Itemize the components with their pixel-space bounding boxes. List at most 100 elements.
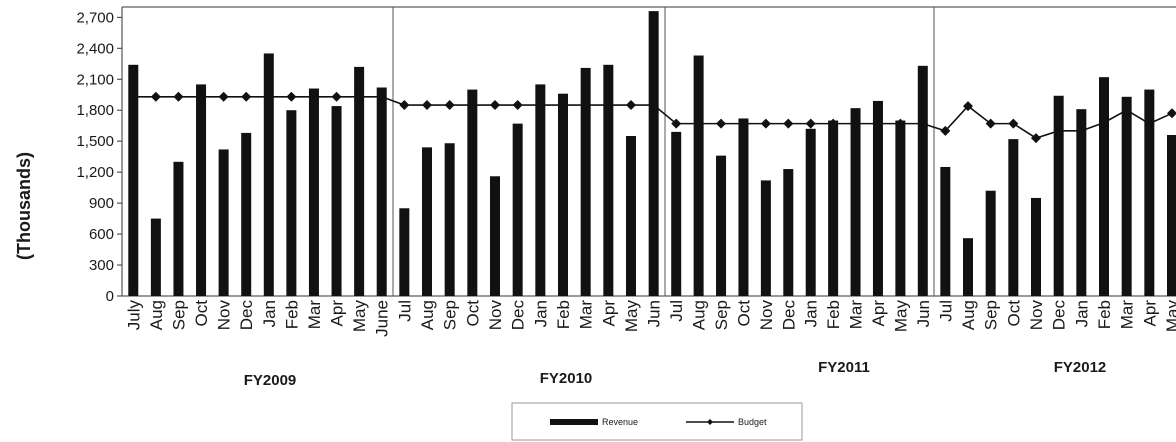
- legend: Revenue Budget: [511, 402, 803, 441]
- revenue-bar: [173, 161, 184, 296]
- y-axis: 0 300 600 900 1,200 1,500 1,800 2,100 2,400 2,700: [76, 9, 122, 305]
- x-tick-label: Jan: [1072, 300, 1091, 327]
- x-tick-label: Feb: [1095, 300, 1114, 329]
- x-tick-label: Nov: [215, 300, 234, 331]
- x-tick-label: Oct: [1004, 300, 1023, 327]
- revenue-bar: [150, 218, 161, 296]
- revenue-bar: [399, 208, 410, 296]
- revenue-bar: [580, 67, 591, 297]
- budget-point: [783, 118, 794, 129]
- budget-point: [1076, 125, 1087, 136]
- revenue-bar: [1099, 77, 1109, 296]
- x-tick-label: Jan: [802, 300, 821, 327]
- revenue-bar: [648, 11, 659, 297]
- budget-point: [1167, 108, 1176, 119]
- revenue-bar: [626, 136, 636, 296]
- revenue-bar: [783, 169, 794, 296]
- revenue-bar: [693, 55, 704, 297]
- budget-point: [760, 118, 771, 129]
- legend-revenue-label: Revenue: [602, 417, 638, 427]
- x-tick-label: Mar: [1118, 300, 1137, 330]
- budget-point: [963, 101, 973, 112]
- x-tick-label: Aug: [690, 300, 709, 330]
- budget-point: [580, 100, 591, 111]
- revenue-bar: [963, 238, 973, 296]
- budget-point: [535, 100, 546, 111]
- revenue-bar: [490, 176, 500, 296]
- x-tick-label: Mar: [577, 300, 596, 330]
- revenue-bar: [128, 64, 139, 296]
- x-tick-label: Mar: [847, 300, 866, 330]
- x-tick-label: Oct: [192, 300, 211, 327]
- budget-point: [331, 91, 342, 102]
- budget-point: [173, 91, 184, 102]
- y-tick-label: 300: [89, 257, 114, 274]
- x-tick-label: Dec: [779, 300, 798, 331]
- budget-point: [1008, 118, 1019, 129]
- x-tick-label: Jan: [260, 300, 279, 327]
- x-tick-label: Nov: [757, 300, 776, 331]
- budget-point: [354, 91, 365, 102]
- revenue-bars: [128, 11, 1176, 297]
- revenue-bar: [422, 147, 432, 296]
- budget-point: [444, 100, 455, 111]
- legend-budget-marker: [707, 419, 713, 425]
- x-tick-label: Sep: [441, 300, 460, 330]
- x-tick-label: Apr: [328, 300, 347, 327]
- fiscal-year-label: FY2012: [1054, 359, 1107, 376]
- budget-point: [467, 100, 478, 111]
- budget-point: [603, 100, 614, 111]
- legend-revenue-swatch: [550, 419, 598, 425]
- budget-point: [985, 118, 996, 129]
- x-tick-label: Dec: [1050, 300, 1069, 331]
- revenue-bar: [985, 190, 996, 296]
- revenue-bar: [716, 155, 727, 296]
- revenue-bar: [1076, 109, 1087, 296]
- revenue-bar: [760, 180, 771, 296]
- revenue-bar: [1031, 197, 1041, 296]
- y-tick-label: 2,700: [76, 9, 114, 26]
- budget-point: [512, 100, 523, 111]
- x-tick-label: Oct: [734, 300, 753, 327]
- budget-point: [648, 100, 659, 111]
- x-tick-label: July: [124, 300, 143, 331]
- revenue-bar: [671, 131, 682, 296]
- revenue-bar: [603, 64, 614, 296]
- budget-point: [671, 118, 682, 129]
- x-tick-label: Mar: [305, 300, 324, 330]
- budget-point: [128, 91, 139, 102]
- x-tick-label: Apr: [869, 300, 888, 327]
- fiscal-year-label: FY2009: [244, 372, 297, 389]
- y-tick-label: 1,800: [76, 102, 114, 119]
- y-axis-label: (Thousands): [14, 152, 34, 260]
- budget-point: [1121, 105, 1132, 116]
- x-tick-label: Feb: [554, 300, 573, 329]
- revenue-bar: [1008, 139, 1019, 296]
- revenue-bar: [1167, 134, 1176, 296]
- revenue-bar: [218, 149, 229, 296]
- x-tick-label: Jan: [531, 300, 550, 327]
- y-axis-title: (Thousands): [14, 152, 34, 260]
- x-tick-label: Jul: [395, 300, 414, 322]
- x-axis: July Aug Sep Oct Nov Dec Jan Feb Mar Apr May June Ju…: [124, 300, 1176, 337]
- y-tick-label: 600: [89, 226, 114, 243]
- x-tick-label: May: [350, 300, 369, 333]
- x-tick-label: Sep: [982, 300, 1001, 330]
- x-tick-label: Jul: [936, 300, 955, 322]
- x-tick-label: Dec: [509, 300, 528, 331]
- budget-point: [1031, 133, 1041, 144]
- x-tick-label: Aug: [147, 300, 166, 330]
- y-tick-label: 2,100: [76, 71, 114, 88]
- revenue-bar: [308, 88, 319, 297]
- revenue-bar: [376, 87, 387, 296]
- budget-point: [150, 91, 161, 102]
- budget-point: [716, 118, 727, 129]
- revenue-bar: [1053, 95, 1064, 296]
- budget-point: [1099, 117, 1109, 128]
- budget-point: [308, 91, 319, 102]
- y-tick-label: 900: [89, 195, 114, 212]
- budget-point: [490, 100, 500, 111]
- x-tick-label: Feb: [282, 300, 301, 329]
- x-tick-label: Apr: [1140, 300, 1159, 327]
